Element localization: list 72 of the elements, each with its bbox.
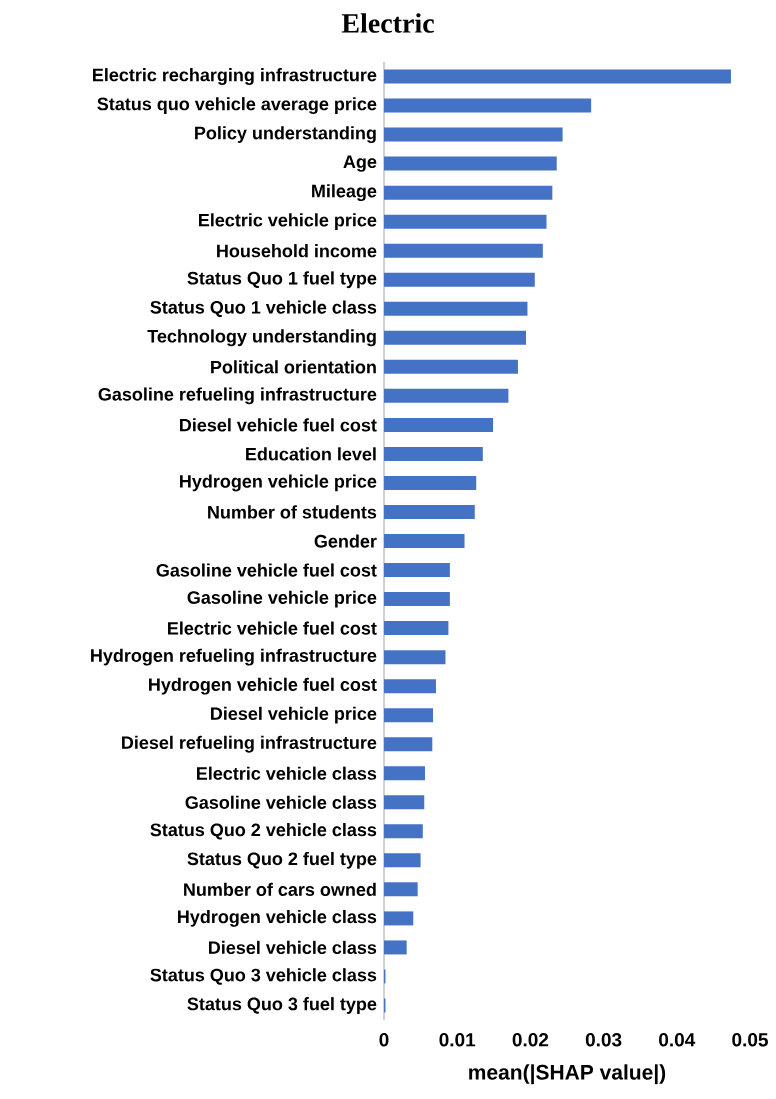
bar — [383, 330, 526, 345]
y-tick-label: Gasoline refueling infrastructure — [98, 387, 377, 405]
bar — [383, 563, 450, 578]
bar — [383, 69, 731, 84]
y-tick-label: Mileage — [312, 184, 377, 202]
bar — [383, 592, 450, 607]
bar — [383, 243, 543, 258]
y-tick-label: Status Quo 3 fuel type — [187, 997, 377, 1014]
bar — [383, 359, 518, 374]
bar — [383, 504, 475, 519]
y-tick-label: Hydrogen refueling infrastructure — [91, 648, 377, 666]
y-tick-label: Policy understanding — [195, 126, 376, 144]
y-tick-label: Political orientation — [211, 360, 376, 374]
bar — [383, 98, 592, 113]
y-tick-label: Number of students — [208, 505, 377, 519]
bar — [383, 272, 535, 287]
bar — [383, 185, 553, 200]
bar — [383, 708, 434, 723]
bar — [383, 301, 528, 316]
bar — [383, 127, 563, 142]
bar — [383, 940, 407, 955]
y-tick-label: Gasoline vehicle fuel cost — [156, 563, 377, 577]
x-axis-title: mean(|SHAP value|) — [469, 1064, 666, 1085]
bar — [383, 766, 425, 781]
x-tick-label: 0.04 — [659, 1033, 696, 1047]
y-tick-label: Gasoline vehicle price — [187, 590, 377, 608]
bar — [383, 679, 436, 694]
y-tick-label: Education level — [246, 447, 376, 461]
bar — [383, 650, 446, 665]
y-tick-label: Age — [343, 155, 377, 172]
chart-title: Electric — [341, 13, 434, 33]
bar — [383, 156, 557, 171]
x-tick-label: 0 — [379, 1033, 389, 1047]
y-tick-label: Electric vehicle class — [197, 766, 377, 780]
y-tick-label: Diesel vehicle class — [209, 940, 377, 955]
y-tick-label: Number of cars owned — [184, 882, 376, 896]
bar — [383, 911, 414, 926]
y-tick-label: Status Quo 3 vehicle class — [150, 968, 377, 985]
bar — [383, 621, 449, 636]
bar — [383, 388, 509, 403]
bar — [383, 882, 418, 897]
y-tick-label: Status Quo 2 vehicle class — [150, 823, 377, 840]
y-tick-label: Gasoline vehicle class — [185, 795, 377, 809]
y-tick-label: Gender — [314, 534, 377, 548]
y-tick-label: Status Quo 1 fuel type — [187, 271, 377, 289]
x-tick-label: 0.03 — [585, 1033, 622, 1047]
bar — [383, 446, 483, 461]
bar — [383, 737, 433, 752]
bar — [383, 534, 465, 549]
x-tick-label: 0.05 — [732, 1033, 768, 1047]
bar — [383, 853, 421, 868]
x-tick-label: 0.01 — [439, 1033, 476, 1047]
bar — [383, 824, 423, 839]
y-tick-label: Status Quo 1 vehicle class — [150, 300, 377, 318]
y-tick-label: Technology understanding — [147, 329, 376, 347]
y-tick-label: Status quo vehicle average price — [97, 97, 377, 114]
bar — [383, 795, 425, 810]
bar — [383, 475, 477, 490]
bar — [383, 417, 494, 432]
y-tick-label: Electric recharging infrastructure — [93, 68, 377, 85]
y-tick-label: Electric vehicle price — [199, 213, 377, 231]
bar — [383, 214, 547, 229]
y-tick-label: Diesel vehicle fuel cost — [180, 418, 377, 432]
y-tick-label: Hydrogen vehicle price — [180, 474, 377, 492]
y-tick-label: Diesel refueling infrastructure — [122, 735, 377, 753]
y-tick-label: Electric vehicle fuel cost — [168, 621, 377, 635]
y-tick-label: Status Quo 2 fuel type — [187, 851, 377, 869]
y-tick-label: Diesel vehicle price — [211, 706, 377, 724]
x-tick-label: 0.02 — [512, 1033, 549, 1047]
y-tick-label: Hydrogen vehicle class — [178, 909, 377, 927]
y-tick-label: Hydrogen vehicle fuel cost — [149, 677, 377, 695]
y-tick-label: Household income — [217, 244, 377, 258]
